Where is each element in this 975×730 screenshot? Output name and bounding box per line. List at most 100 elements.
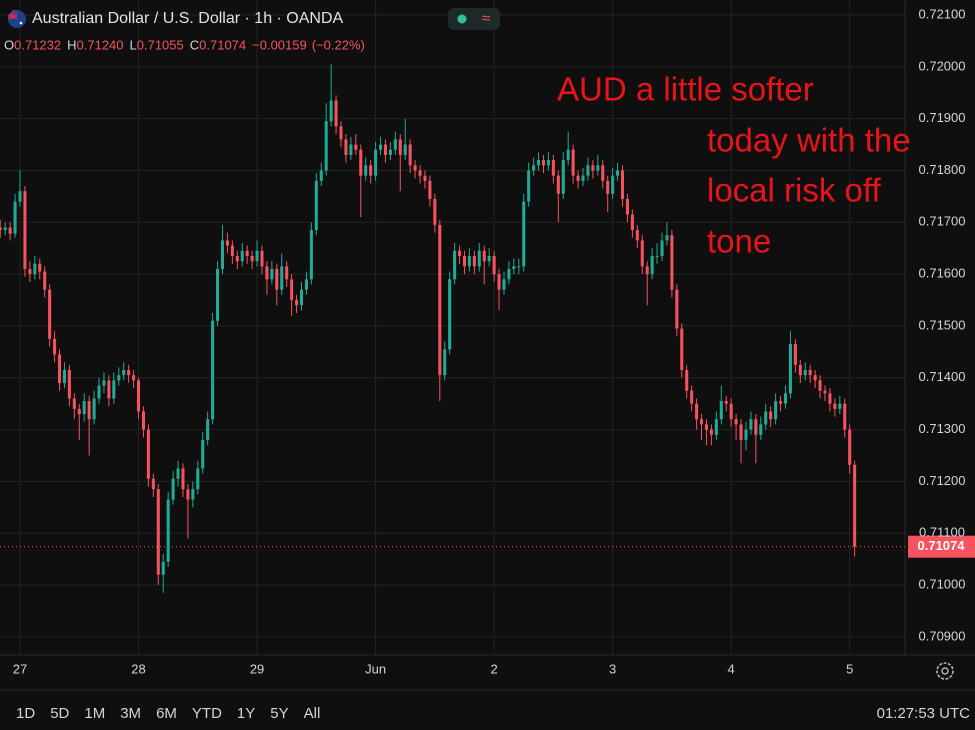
- candle-body: [146, 429, 150, 479]
- candle-body: [403, 144, 407, 155]
- candle-body: [166, 499, 170, 562]
- candle-body: [122, 369, 126, 376]
- range-button[interactable]: 1D: [16, 705, 35, 722]
- candle-body: [714, 419, 718, 435]
- candle-body: [823, 390, 827, 394]
- candle-body: [398, 139, 402, 155]
- y-tick-label: 0.71900: [919, 110, 966, 125]
- range-button[interactable]: 3M: [120, 705, 141, 722]
- settings-icon[interactable]: [936, 662, 954, 680]
- candle-body: [72, 398, 76, 409]
- candle-body: [359, 149, 363, 176]
- candle-body: [77, 408, 81, 415]
- candle-body: [206, 419, 210, 440]
- candle-body: [640, 240, 644, 267]
- candle-body: [235, 255, 239, 262]
- candle-body: [843, 403, 847, 430]
- candle-body: [107, 380, 111, 399]
- range-button[interactable]: 5D: [50, 705, 69, 722]
- candle-body: [23, 191, 27, 269]
- candle-body: [43, 271, 47, 290]
- candle-body: [339, 126, 343, 140]
- candle-body: [408, 144, 412, 166]
- candle-body: [675, 289, 679, 329]
- candle-body: [92, 398, 96, 420]
- annotation-text: tone: [707, 223, 771, 260]
- candle-body: [334, 100, 338, 127]
- candle-body: [176, 468, 180, 479]
- candle-body: [704, 424, 708, 430]
- candle-body: [378, 144, 383, 150]
- candle-body: [650, 255, 654, 275]
- candle-body: [18, 191, 22, 202]
- y-tick-label: 0.70900: [919, 628, 966, 643]
- candle-body: [788, 344, 792, 394]
- candle-body: [28, 268, 32, 275]
- candle-body: [571, 149, 575, 176]
- candle-body: [611, 175, 615, 194]
- range-button[interactable]: 5Y: [270, 705, 288, 722]
- range-button[interactable]: 1Y: [237, 705, 255, 722]
- status-badge[interactable]: ≈: [448, 8, 500, 30]
- candle-body: [853, 464, 857, 547]
- candle-body: [319, 170, 323, 181]
- candle-body: [136, 380, 141, 412]
- y-tick-label: 0.72100: [919, 6, 966, 21]
- candle-body: [250, 255, 254, 262]
- candle-body: [670, 235, 674, 290]
- clock: 01:27:53 UTC: [877, 705, 971, 722]
- chart-title: Australian Dollar / U.S. Dollar · 1h · O…: [32, 10, 344, 27]
- candle-body: [779, 401, 783, 404]
- candle-body: [527, 170, 531, 202]
- candle-body: [546, 160, 550, 166]
- y-tick-label: 0.71600: [919, 266, 966, 281]
- candle-body: [290, 279, 294, 301]
- ohlc-key: L: [130, 37, 137, 52]
- ohlc-key: H: [67, 37, 76, 52]
- range-button[interactable]: 6M: [156, 705, 177, 722]
- candle-body: [512, 266, 516, 269]
- candle-body: [541, 160, 546, 166]
- ohlc-value: 0.71055: [137, 37, 184, 52]
- x-tick-label: 28: [131, 661, 145, 676]
- candle-body: [492, 255, 496, 275]
- candle-body: [191, 489, 195, 500]
- candle-body: [576, 175, 580, 181]
- candle-body: [833, 403, 837, 409]
- candle-body: [57, 354, 62, 383]
- candle-body: [635, 230, 639, 241]
- candle-body: [798, 364, 802, 376]
- candle-body: [729, 403, 733, 420]
- candle-body: [744, 429, 748, 440]
- candle-body: [808, 369, 812, 376]
- candle-body: [393, 139, 397, 150]
- candle-body: [369, 165, 373, 176]
- candle-body: [620, 170, 625, 199]
- range-button[interactable]: YTD: [192, 705, 222, 722]
- svg-text:≈: ≈: [482, 10, 490, 27]
- y-tick-label: 0.72000: [919, 58, 966, 73]
- candle-body: [260, 250, 264, 267]
- range-button[interactable]: All: [304, 705, 321, 722]
- y-tick-label: 0.71800: [919, 162, 966, 177]
- candle-body: [601, 165, 605, 181]
- candle-body: [783, 393, 788, 404]
- candle-body: [458, 250, 462, 256]
- y-tick-label: 0.71100: [919, 525, 965, 540]
- y-tick-label: 0.71300: [919, 421, 966, 436]
- candle-body: [388, 149, 392, 155]
- candle-body: [438, 224, 442, 376]
- ohlc-key: O: [4, 37, 14, 52]
- candle-body: [769, 411, 773, 420]
- candle-body: [556, 175, 560, 194]
- candle-body: [739, 424, 743, 440]
- annotation-text: AUD a little softer: [557, 71, 814, 108]
- candle-body: [803, 369, 807, 376]
- candle-body: [374, 149, 378, 176]
- candle-body: [551, 160, 555, 176]
- range-button[interactable]: 1M: [84, 705, 105, 722]
- candle-body: [517, 266, 521, 268]
- candle-body: [383, 144, 387, 155]
